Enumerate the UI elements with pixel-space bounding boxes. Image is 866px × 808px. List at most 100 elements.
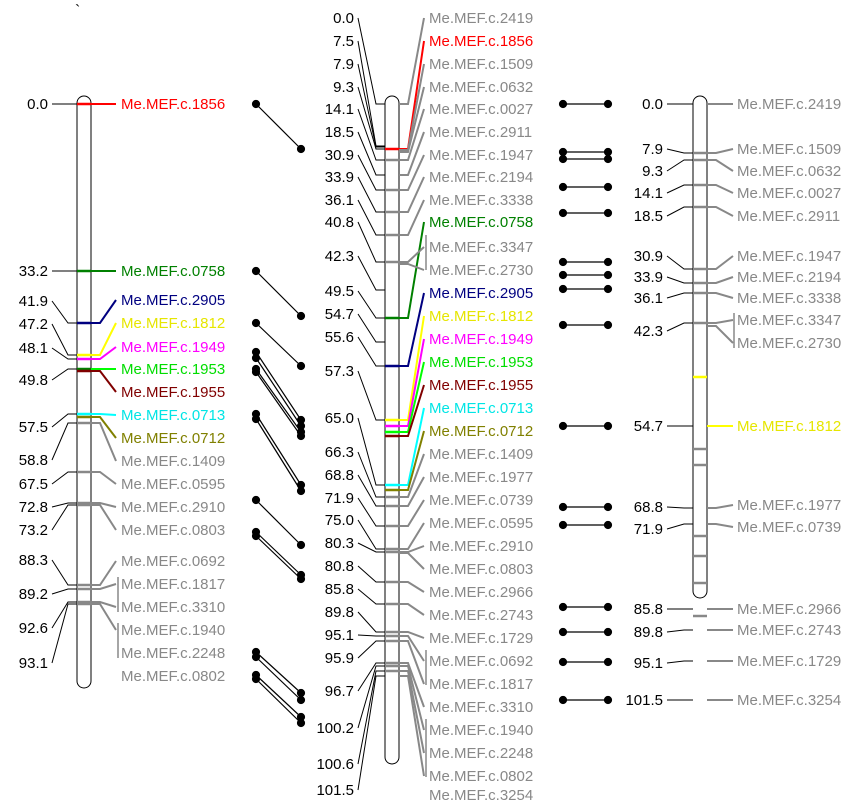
middle-marker-label: Me.MEF.c.1955: [429, 377, 533, 394]
connector-dot: [558, 270, 568, 280]
middle-marker-label: Me.MEF.c.1817: [429, 676, 533, 693]
connector-dot: [296, 540, 306, 550]
connector-line: [255, 418, 302, 492]
middle-position-label: 42.3: [325, 248, 354, 265]
left-position-label: 88.3: [19, 552, 48, 569]
leader-line: [91, 413, 117, 416]
leader-line: [357, 40, 385, 147]
leader-line: [51, 471, 77, 485]
middle-position-label: 100.6: [316, 756, 354, 773]
connector-dot: [296, 718, 306, 728]
middle-linkage-group: 0.0 7.5 7.9 9.3 14.1 18.5 30.9 33.9 36.1…: [316, 10, 533, 804]
left-marker-label: Me.MEF.c.1409: [121, 453, 225, 470]
leader-line: [399, 86, 425, 153]
leader-line: [51, 603, 77, 664]
connector-dot: [296, 144, 306, 154]
left-marker-label: Me.MEF.c.1856: [121, 96, 225, 113]
right-position-label: 89.8: [634, 624, 663, 641]
leader-line: [666, 159, 693, 172]
leader-line: [399, 665, 425, 731]
leader-line: [399, 246, 425, 263]
middle-marker-label: Me.MEF.c.0739: [429, 492, 533, 509]
middle-position-label: 49.5: [325, 283, 354, 300]
right-position-label: 14.1: [634, 185, 663, 202]
left-marker-label: Me.MEF.c.2910: [121, 499, 225, 516]
left-marker-label: Me.MEF.c.0713: [121, 407, 225, 424]
leader-line: [51, 504, 77, 531]
connector-dot: [251, 318, 261, 328]
middle-position-label: 100.2: [316, 720, 354, 737]
leader-line: [666, 660, 693, 664]
right-marker-labels: Me.MEF.c.2419 Me.MEF.c.1509 Me.MEF.c.063…: [737, 96, 841, 709]
middle-loci-ticks: [385, 147, 399, 673]
leader-line: [399, 476, 425, 507]
connector-dot: [558, 257, 568, 267]
left-position-label: 58.8: [19, 452, 48, 469]
leader-line: [399, 670, 425, 754]
right-position-label: 85.8: [634, 601, 663, 618]
middle-marker-label: Me.MEF.c.1509: [429, 56, 533, 73]
middle-position-label: 75.0: [325, 512, 354, 529]
middle-marker-label: Me.MEF.c.3338: [429, 192, 533, 209]
right-marker-label: Me.MEF.c.0027: [737, 185, 841, 202]
connector-dot: [558, 320, 568, 330]
leader-line: [91, 502, 117, 508]
left-position-label: 48.1: [19, 340, 48, 357]
leader-line: [51, 601, 77, 629]
connector-dot: [296, 688, 306, 698]
leader-line: [399, 635, 425, 662]
right-marker-label: Me.MEF.c.2194: [737, 269, 841, 286]
connector-dot: [603, 657, 613, 667]
middle-marker-label: Me.MEF.c.2248: [429, 745, 533, 762]
leader-line: [91, 601, 117, 608]
middle-position-label: 89.8: [325, 604, 354, 621]
left-marker-label: Me.MEF.c.3310: [121, 599, 225, 616]
leader-line: [357, 611, 385, 633]
middle-position-label: 36.1: [325, 192, 354, 209]
leader-line: [707, 504, 734, 509]
connector-line: [255, 322, 302, 367]
connector-line: [255, 499, 302, 546]
connector-dot: [558, 421, 568, 431]
leader-line: [399, 154, 425, 191]
leader-line: [666, 148, 693, 154]
middle-marker-label: Me.MEF.c.2730: [429, 262, 533, 279]
leader-line: [357, 336, 385, 367]
right-chromosome-bar: [692, 95, 708, 599]
left-marker-label: Me.MEF.c.1955: [121, 384, 225, 401]
connector-line: [255, 371, 302, 437]
middle-marker-label: Me.MEF.c.0595: [429, 515, 533, 532]
middle-marker-label: Me.MEF.c.2419: [429, 10, 533, 27]
leader-line: [399, 675, 425, 777]
right-marker-label: Me.MEF.c.2419: [737, 96, 841, 113]
leader-line: [357, 519, 385, 550]
leader-line: [91, 416, 117, 439]
leader-line: [357, 313, 385, 343]
left-marker-label: Me.MEF.c.1953: [121, 361, 225, 378]
middle-marker-label: Me.MEF.c.2911: [429, 124, 532, 141]
middle-marker-label: Me.MEF.c.0712: [429, 423, 533, 440]
left-position-label: 67.5: [19, 476, 48, 493]
leader-line: [357, 63, 385, 148]
connector-dot: [603, 602, 613, 612]
right-marker-label: Me.MEF.c.2911: [737, 208, 840, 225]
middle-marker-label: Me.MEF.c.0027: [429, 101, 533, 118]
right-position-label: 30.9: [634, 248, 663, 265]
middle-marker-label: Me.MEF.c.3254: [429, 787, 533, 803]
middle-position-label: 7.5: [333, 33, 354, 50]
middle-position-label: 0.0: [333, 10, 354, 27]
middle-position-label: 66.3: [325, 444, 354, 461]
left-marker-label: Me.MEF.c.0712: [121, 430, 225, 447]
right-marker-label: Me.MEF.c.3347: [737, 312, 841, 329]
leader-line: [666, 206, 693, 217]
leader-line: [399, 522, 425, 550]
right-position-label: 36.1: [634, 290, 663, 307]
right-marker-label: Me.MEF.c.1509: [737, 141, 841, 158]
middle-marker-labels: Me.MEF.c.2419 Me.MEF.c.1856 Me.MEF.c.150…: [429, 10, 533, 804]
left-position-leaders: [51, 103, 77, 664]
left-marker-label: Me.MEF.c.0803: [121, 522, 225, 539]
middle-marker-label: Me.MEF.c.0713: [429, 400, 533, 417]
connector-dot: [558, 657, 568, 667]
connector-dot: [603, 257, 613, 267]
connector-dot: [558, 627, 568, 637]
